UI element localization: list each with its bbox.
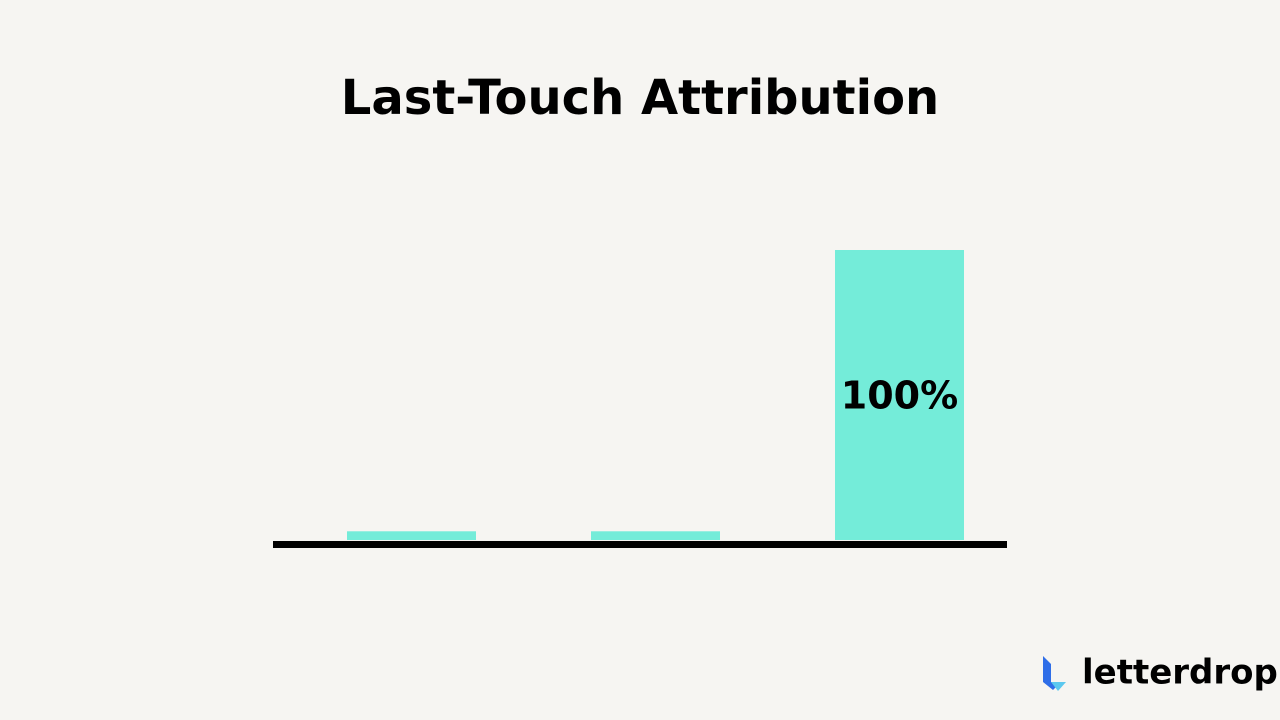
plot-area: 100% bbox=[347, 250, 964, 540]
bar bbox=[347, 531, 476, 540]
bar bbox=[591, 531, 720, 540]
logo: letterdrop bbox=[1043, 653, 1278, 693]
logo-text: letterdrop bbox=[1082, 653, 1278, 693]
logo-icon bbox=[1043, 656, 1061, 690]
data-label: 100% bbox=[841, 374, 958, 418]
logo-icon-accent bbox=[1051, 682, 1066, 691]
baseline bbox=[273, 541, 1007, 548]
bar bbox=[835, 250, 964, 540]
chart-title: Last-Touch Attribution bbox=[341, 70, 939, 126]
